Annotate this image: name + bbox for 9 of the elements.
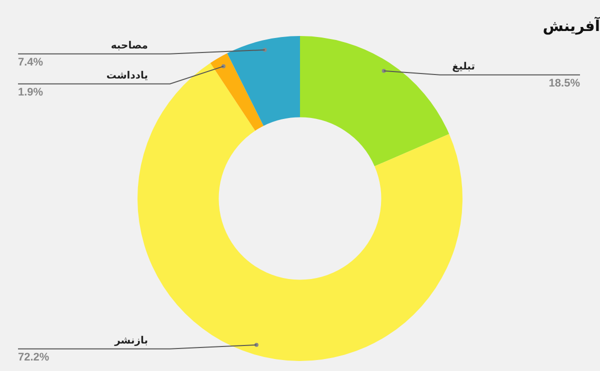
data-label: 72.2% — [18, 351, 50, 364]
data-label: 18.5% — [548, 77, 580, 90]
chart-title: آفرینش — [542, 16, 600, 35]
data-label: 1.9% — [18, 86, 44, 98]
slice-label: مصاحبه — [110, 40, 148, 52]
slice-label: بازنشر — [114, 336, 148, 347]
data-label: 7.4% — [18, 56, 44, 68]
slice-label: یادداشت — [106, 70, 148, 82]
slice-label: تبلیغ — [452, 61, 476, 72]
